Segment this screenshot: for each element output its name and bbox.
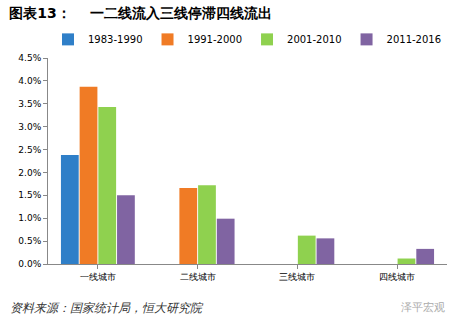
svg-text:4.5%: 4.5% [18,53,41,63]
svg-text:3.5%: 3.5% [18,99,41,109]
svg-text:1.5%: 1.5% [18,190,41,200]
svg-text:2.0%: 2.0% [18,168,41,178]
svg-text:0.0%: 0.0% [18,259,41,269]
svg-text:一线城市: 一线城市 [80,272,116,282]
svg-text:0.5%: 0.5% [18,236,41,246]
svg-text:2011-2016: 2011-2016 [387,34,442,45]
svg-text:1983-1990: 1983-1990 [88,34,143,45]
svg-text:1.0%: 1.0% [18,213,41,223]
svg-text:二线城市: 二线城市 [180,272,216,282]
svg-text:4.0%: 4.0% [18,76,41,86]
svg-text:2001-2010: 2001-2010 [287,34,342,45]
svg-text:四线城市: 四线城市 [379,272,415,282]
svg-text:三线城市: 三线城市 [279,272,315,282]
svg-text:3.0%: 3.0% [18,122,41,132]
svg-text:图表13： 一二线流入三线停滞四线流出: 图表13： 一二线流入三线停滞四线流出 [9,5,272,21]
svg-text:2.5%: 2.5% [18,145,41,155]
svg-text:1991-2000: 1991-2000 [188,34,243,45]
svg-text:泽平宏观: 泽平宏观 [401,301,445,314]
svg-text:资料来源：国家统计局，恒大研究院: 资料来源：国家统计局，恒大研究院 [10,301,204,314]
